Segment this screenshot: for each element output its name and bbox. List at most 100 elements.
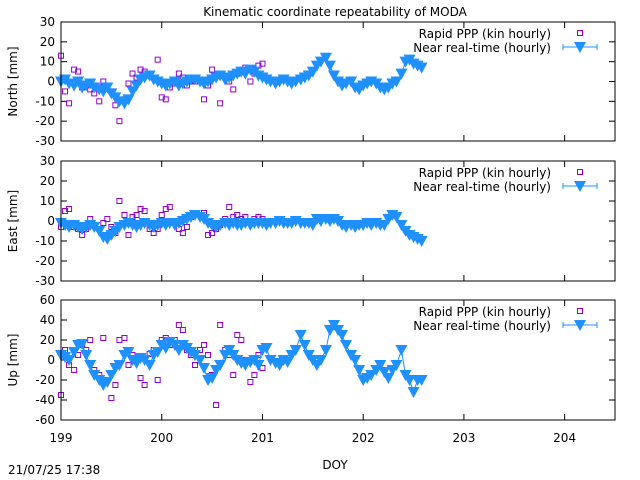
- y-tick-label: -20: [35, 373, 55, 387]
- rapid-ppp-point: [125, 80, 132, 87]
- near-real-time-point: [72, 76, 85, 88]
- near-real-time-point: [76, 339, 89, 350]
- y-tick-label: 20: [40, 333, 55, 347]
- near-real-time-point: [101, 377, 114, 388]
- rapid-ppp-point: [179, 327, 186, 333]
- near-real-time-point: [353, 365, 366, 376]
- legend-label-near-real-time: Near real-time (hourly): [413, 319, 551, 333]
- y-tick-label: -10: [35, 234, 55, 248]
- rapid-ppp-point: [154, 56, 161, 63]
- near-real-time-point: [143, 360, 156, 371]
- near-real-time-point: [68, 347, 81, 358]
- rapid-ppp-point: [137, 375, 144, 381]
- near-real-time-point: [281, 357, 294, 368]
- rapid-ppp-point: [71, 367, 78, 373]
- near-real-time-point: [378, 367, 391, 378]
- legend-label-rapid-ppp: Rapid PPP (kin hourly): [419, 166, 551, 180]
- rapid-ppp-point: [201, 342, 208, 348]
- near-real-time-point: [415, 375, 428, 386]
- rapid-ppp-point: [158, 94, 165, 101]
- near-real-time-point: [395, 68, 408, 80]
- rapid-ppp-point: [141, 382, 148, 388]
- rapid-ppp-point: [100, 220, 107, 226]
- rapid-ppp-point: [234, 332, 241, 338]
- panel-north: -30 -20 -10 0 10 20 30 North [mm] Rapid PPP (kin…: [6, 15, 616, 148]
- legend-label-rapid-ppp: Rapid PPP (kin hourly): [419, 27, 551, 41]
- y-tick-label: 10: [40, 194, 55, 208]
- rapid-ppp-point: [71, 66, 78, 73]
- rapid-ppp-point: [259, 60, 266, 67]
- near-real-time-point: [382, 373, 395, 384]
- near-real-time-point: [214, 360, 227, 371]
- rapid-ppp-point: [234, 212, 241, 218]
- near-real-time-point: [163, 337, 176, 348]
- timestamp-label: 21/07/25 17:38: [8, 463, 100, 477]
- near-real-time-point: [260, 343, 273, 354]
- rapid-ppp-point: [133, 212, 140, 218]
- near-real-time-point: [319, 345, 332, 356]
- y-tick-label: 0: [47, 214, 55, 228]
- rapid-ppp-point: [87, 337, 94, 343]
- rapid-ppp-point: [96, 98, 103, 105]
- y-tick-label: 30: [40, 15, 55, 29]
- rapid-ppp-point: [158, 212, 165, 218]
- near-real-time-point: [252, 360, 265, 371]
- rapid-ppp-point: [116, 198, 123, 204]
- y-axis-title: East [mm]: [6, 190, 20, 252]
- near-real-time-point: [345, 76, 358, 88]
- near-real-time-point: [122, 347, 135, 358]
- rapid-ppp-point: [141, 208, 148, 214]
- legend: Rapid PPP (kin hourly)Near real-time (ho…: [413, 305, 598, 333]
- rapid-ppp-point: [100, 335, 107, 341]
- near-real-time-point: [403, 375, 416, 386]
- rapid-ppp-point: [125, 232, 132, 238]
- rapid-ppp-point: [230, 372, 237, 378]
- y-tick-label: 20: [40, 35, 55, 49]
- y-tick-label: -40: [35, 393, 55, 407]
- rapid-ppp-point: [247, 78, 254, 85]
- rapid-ppp-point: [166, 204, 173, 210]
- near-real-time-point: [63, 355, 76, 366]
- panel-east: -30 -20 -10 0 10 20 30 East [mm] Rapid PPP (kin …: [6, 154, 616, 288]
- rapid-ppp-point: [209, 66, 216, 73]
- rapid-ppp-point: [226, 204, 233, 210]
- near-real-time-point: [415, 236, 428, 247]
- near-real-time-point: [407, 387, 420, 398]
- near-real-time-point: [84, 360, 97, 371]
- legend: Rapid PPP (kin hourly)Near real-time (ho…: [413, 166, 598, 194]
- near-real-time-point: [122, 94, 135, 106]
- rapid-ppp-point: [121, 212, 128, 218]
- y-tick-label: 10: [40, 55, 55, 69]
- legend-marker-near-real-time: [574, 320, 586, 331]
- legend-label-near-real-time: Near real-time (hourly): [413, 180, 551, 194]
- y-tick-label: -60: [35, 413, 55, 427]
- near-real-time-point: [198, 363, 211, 374]
- x-tick-label: 202: [352, 431, 375, 445]
- plot-frame: [60, 299, 616, 421]
- near-real-time-point: [390, 360, 403, 371]
- legend-marker-rapid-ppp: [577, 308, 583, 314]
- near-real-time-point: [80, 350, 93, 361]
- x-tick-label: 201: [251, 431, 274, 445]
- rapid-ppp-point: [62, 88, 69, 95]
- y-tick-label: 0: [47, 75, 55, 89]
- near-real-time-point: [336, 330, 349, 341]
- near-real-time-point: [264, 355, 277, 366]
- rapid-ppp-point: [175, 70, 182, 77]
- y-tick-label: -20: [35, 114, 55, 128]
- x-tick-label: 204: [553, 431, 576, 445]
- near-real-time-point: [151, 347, 164, 358]
- plot-frame: [60, 160, 616, 282]
- near-real-time-point: [395, 345, 408, 356]
- y-tick-label: -30: [35, 134, 55, 148]
- y-tick-label: 0: [47, 353, 55, 367]
- y-tick-label: -30: [35, 274, 55, 288]
- legend-marker-near-real-time: [574, 42, 586, 53]
- x-tick-label: 200: [150, 431, 173, 445]
- near-real-time-point: [327, 70, 340, 82]
- rapid-ppp-point: [75, 68, 82, 75]
- legend: Rapid PPP (kin hourly)Near real-time (ho…: [413, 27, 598, 55]
